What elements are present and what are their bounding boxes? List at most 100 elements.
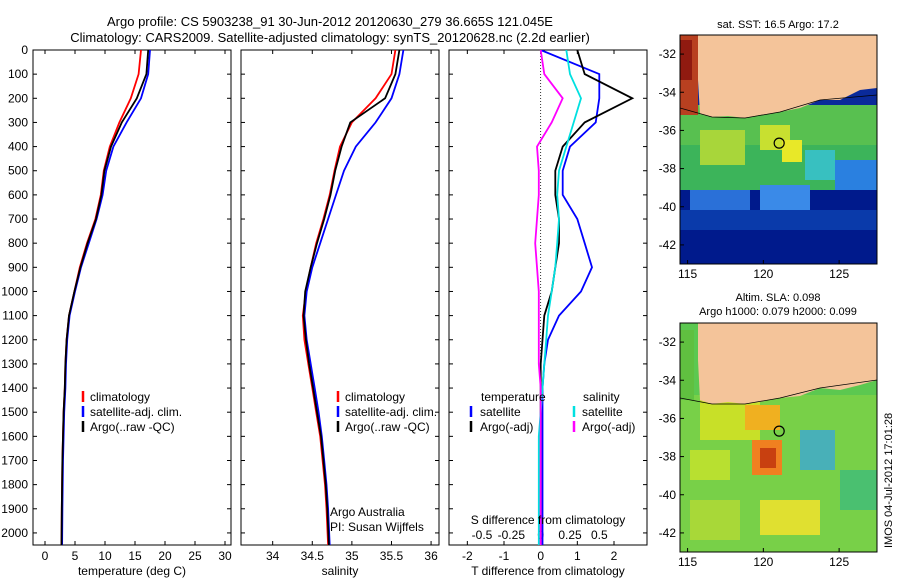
x-tick-label: 35.5	[380, 549, 404, 563]
map-x-tick-label: 125	[829, 267, 849, 281]
s-difference-x-axis: -0.5 -0.25 0 0.25 0.5	[472, 528, 608, 542]
series-line-satellite-adj-clim-	[61, 50, 151, 545]
series-line-satellite-adj-clim-	[303, 50, 405, 545]
map-x-tick-label: 115	[678, 267, 697, 281]
x-tick-label: -1	[499, 549, 510, 563]
x2-tick-label: 0.5	[591, 528, 608, 542]
x-tick-label: 10	[98, 549, 112, 563]
salinity-x-axis: 34 34.5 35 35.5 36	[266, 50, 438, 563]
map-y-tick-label: -34	[659, 373, 677, 387]
temperature-xlabel: temperature (deg C)	[78, 564, 186, 578]
attribution-line-2: PI: Susan Wijffels	[330, 520, 424, 534]
x-tick-label: 34	[266, 549, 280, 563]
y-tick-label: 800	[8, 236, 28, 250]
legend-label-s-satellite: satellite	[582, 405, 623, 419]
map-x-tick-label: 120	[753, 555, 773, 569]
temperature-profile-lines	[60, 50, 151, 545]
sst-map-frame	[679, 34, 878, 265]
imos-timestamp: IMOS 04-Jul-2012 17:01:28	[883, 413, 895, 548]
x-tick-label: 35	[345, 549, 359, 563]
legend-label-s-argo: Argo(-adj)	[582, 420, 635, 434]
y-tick-label: 900	[8, 260, 28, 274]
map-y-tick-label: -40	[659, 488, 677, 502]
legend-label-satellite: satellite-adj. clim.	[90, 405, 182, 419]
y-tick-label: 1200	[1, 333, 28, 347]
map-x-tick-label: 125	[829, 555, 849, 569]
y-tick-label: 1600	[1, 429, 28, 443]
y-tick-label: 2000	[1, 526, 28, 540]
map-y-tick-label: -34	[659, 85, 677, 99]
map-x-tick-label: 115	[678, 555, 697, 569]
x2-tick-label: 0.25	[558, 528, 582, 542]
x-tick-label: 30	[218, 549, 232, 563]
temperature-panel: 0100200300400500600700800900100011001200…	[1, 43, 647, 578]
difference-axes-frame	[448, 49, 648, 546]
y-tick-label: 400	[8, 140, 28, 154]
y-tick-label: 1800	[1, 478, 28, 492]
temperature-legend: climatology satellite-adj. clim. Argo(..…	[81, 390, 182, 434]
map-y-tick-label: -42	[659, 526, 677, 540]
map-y-tick-label: -40	[659, 200, 677, 214]
legend-label-t-argo: Argo(-adj)	[480, 420, 533, 434]
sst-map-axes: 115 120 125 -32 -34 -36 -38 -40 -42	[659, 47, 850, 281]
sla-argo-position-marker	[773, 425, 785, 437]
y-tick-label: 1400	[1, 381, 28, 395]
legend-title-temperature: temperature	[481, 390, 546, 404]
sla-map-frame	[679, 322, 878, 553]
series-line-argo-raw-qc-	[60, 50, 150, 545]
sla-heatmap	[680, 323, 877, 552]
legend-label-argo: Argo(..raw -QC)	[90, 420, 175, 434]
map-y-tick-label: -38	[659, 450, 677, 464]
map-x-tick-label: 120	[753, 267, 773, 281]
sst-map: sat. SST: 16.5 Argo: 17.2 115 120 125 -32 -3…	[659, 19, 878, 281]
salinity-profile-lines	[301, 50, 405, 545]
x-tick-label: 1	[574, 549, 581, 563]
map-y-tick-label: -32	[659, 335, 677, 349]
y-tick-label: 1500	[1, 405, 28, 419]
y-tick-label: 200	[8, 91, 28, 105]
x-tick-label: 25	[188, 549, 202, 563]
legend-label-satellite: satellite-adj. clim.	[345, 405, 437, 419]
map-y-tick-label: -32	[659, 47, 677, 61]
x2-tick-label: -0.5	[472, 528, 493, 542]
y-tick-label: 700	[8, 212, 28, 226]
y-tick-label: 100	[8, 67, 28, 81]
y-tick-label: 0	[21, 43, 28, 57]
legend-label-argo: Argo(..raw -QC)	[345, 420, 430, 434]
x-tick-label: 2	[611, 549, 618, 563]
x-tick-label: -2	[462, 549, 473, 563]
s-difference-xlabel: S difference from climatology	[471, 513, 626, 527]
x-tick-label: 34.5	[301, 549, 325, 563]
t-difference-x-axis: -2 -1 0 1 2	[462, 50, 618, 563]
series-line-argo-raw-qc-	[302, 50, 401, 545]
sla-map-title-2: Argo h1000: 0.079 h2000: 0.099	[699, 306, 857, 318]
difference-panel: -2 -1 0 1 2 -0.5 -0.25 0 0.25 0.5 S difference f…	[448, 49, 648, 578]
y-tick-label: 1900	[1, 502, 28, 516]
x2-tick-label: -0.25	[498, 528, 526, 542]
salinity-legend: climatology satellite-adj. clim. Argo(..…	[336, 390, 437, 434]
y-tick-label: 1300	[1, 357, 28, 371]
map-y-tick-label: -42	[659, 238, 677, 252]
series-line-satellite	[537, 50, 582, 545]
temperature-x-axis: 0 5 10 15 20 25 30	[42, 50, 232, 563]
temperature-axes-frame	[32, 49, 232, 546]
y-tick-label: 500	[8, 164, 28, 178]
x-tick-label: 15	[128, 549, 142, 563]
y-tick-label: 600	[8, 188, 28, 202]
map-y-tick-label: -36	[659, 123, 677, 137]
series-line-argo-adj-	[539, 50, 635, 545]
legend-title-salinity: salinity	[583, 390, 620, 404]
x-tick-label: 20	[158, 549, 172, 563]
y-tick-label: 1100	[2, 309, 28, 323]
map-y-tick-label: -36	[659, 411, 677, 425]
sst-argo-position-marker	[773, 137, 785, 149]
series-line-satellite	[540, 50, 601, 545]
sst-land	[698, 35, 877, 118]
sla-map: Altim. SLA: 0.098 Argo h1000: 0.079 h200…	[659, 292, 878, 569]
x-tick-label: 36	[424, 549, 438, 563]
difference-legend: temperature satellite Argo(-adj) salinit…	[469, 390, 635, 434]
series-line-argo-adj-	[534, 50, 564, 545]
sla-map-title-1: Altim. SLA: 0.098	[736, 292, 821, 304]
salinity-xlabel: salinity	[322, 564, 359, 578]
